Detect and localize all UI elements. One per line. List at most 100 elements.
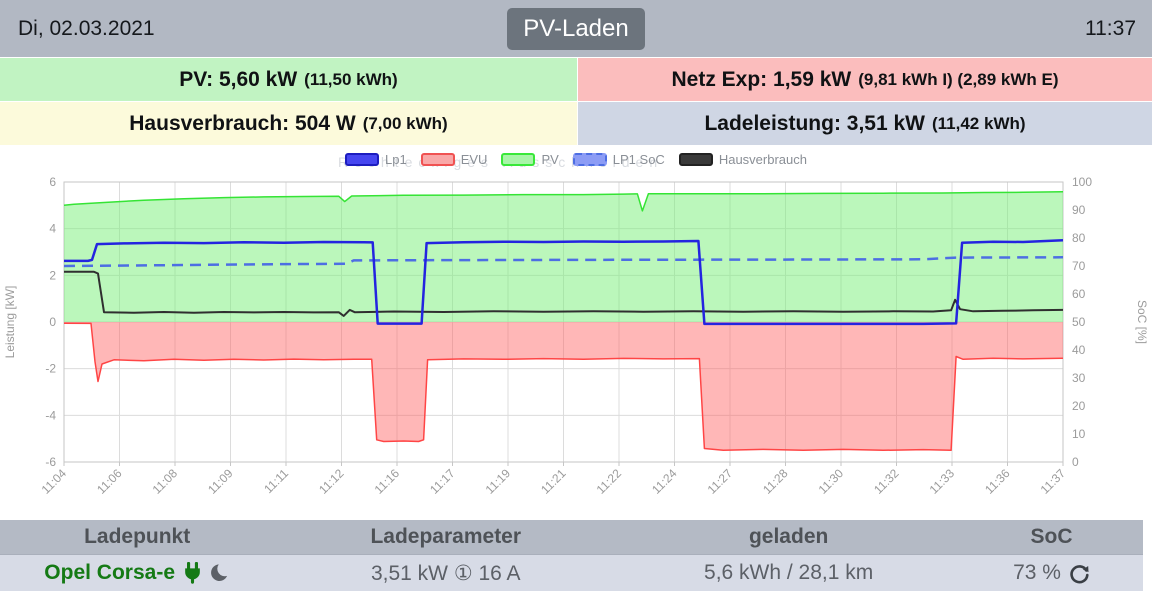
soc-cell: 73 %	[960, 555, 1143, 591]
legend-item-lp1: Lp1	[345, 152, 407, 167]
charge-parameters-value: 3,51 kW ① 16 A	[370, 561, 521, 585]
x-tick-label: 11:28	[760, 466, 791, 497]
table-header-row: Ladepunkt Ladeparameter geladen SoC	[0, 520, 1143, 554]
y-left-tick-label: 6	[49, 175, 56, 189]
x-tick-label: 11:06	[94, 466, 125, 497]
y-right-tick-label: 30	[1072, 371, 1086, 385]
charge-parameters-cell: 3,51 kW ① 16 A	[274, 555, 617, 591]
y-left-tick-label: -4	[45, 408, 56, 422]
legend-swatch	[420, 153, 455, 166]
series-line-LP1 SoC	[63, 256, 1064, 268]
header-ladepunkt: Ladepunkt	[84, 525, 191, 548]
x-tick-label: 11:19	[483, 466, 514, 497]
refresh-soc-icon[interactable]	[1069, 563, 1090, 584]
x-tick-label: 11:04	[39, 466, 70, 497]
vehicle-name: Opel Corsa-e	[44, 561, 176, 584]
legend-item-pv: PV	[501, 152, 559, 167]
current-time: 11:37	[1085, 16, 1136, 40]
series-line-Hausverbrauch	[64, 270, 1064, 317]
pv-power-value: PV: 5,60 kW	[179, 67, 298, 91]
x-tick-label: 11:12	[316, 466, 347, 497]
series-line-EVU	[63, 322, 1064, 452]
series-area-EVU	[64, 322, 1063, 451]
legend-label: LP1 SoC	[612, 152, 665, 167]
y-left-tick-label: -2	[45, 362, 56, 376]
y-right-tick-label: 40	[1072, 343, 1086, 357]
x-tick-label: 11:08	[150, 466, 181, 497]
legend-swatch	[345, 153, 379, 166]
charged-energy-value: 5,6 kWh / 28,1 km	[704, 561, 874, 584]
grid-power-box: Netz Exp: 1,59 kW (9,81 kWh I) (2,89 kWh…	[578, 58, 1152, 101]
x-tick-label: 11:33	[927, 466, 958, 497]
charge-power-value: Ladeleistung: 3,51 kW	[704, 111, 925, 135]
chargepoint-table: Ladepunkt Ladeparameter geladen SoC Opel…	[0, 520, 1143, 591]
x-tick-label: 11:24	[649, 466, 680, 497]
pv-power-box: PV: 5,60 kW (11,50 kWh)	[0, 58, 577, 101]
legend-swatch	[572, 153, 607, 166]
legend-label: Lp1	[385, 152, 407, 167]
y-left-axis-label: Leistung [kW]	[3, 286, 17, 359]
plug-icon	[183, 562, 202, 584]
info-row-2: Hausverbrauch: 504 W (7,00 kWh) Ladeleis…	[0, 102, 1152, 145]
x-tick-label: 11:27	[705, 466, 736, 497]
x-tick-label: 11:17	[427, 466, 458, 497]
x-tick-label: 11:22	[594, 466, 625, 497]
y-left-tick-label: 4	[49, 222, 56, 236]
soc-value: 73 %	[1013, 561, 1061, 584]
legend-item-hausverbrauch: Hausverbrauch	[678, 152, 807, 167]
info-row-1: PV: 5,60 kW (11,50 kWh) Netz Exp: 1,59 k…	[0, 58, 1152, 101]
legend-label: EVU	[460, 152, 488, 167]
header-geladen: geladen	[748, 525, 829, 548]
series-line-PV	[63, 191, 1064, 212]
house-power-value: Hausverbrauch: 504 W	[129, 111, 356, 135]
y-right-tick-label: 60	[1072, 287, 1086, 301]
charged-energy-cell: 5,6 kWh / 28,1 km	[617, 555, 960, 591]
top-bar: Di, 02.03.2021 PV-Laden 11:37	[0, 0, 1152, 57]
power-chart: 11:04 11:06 11:08 11:09 11:11 11:12 11:16 11:17…	[3, 175, 1149, 497]
x-tick-label: 11:11	[261, 466, 291, 496]
y-right-tick-label: 0	[1072, 455, 1079, 469]
current-date: Di, 02.03.2021	[18, 16, 155, 40]
y-right-tick-label: 20	[1072, 399, 1086, 413]
series-line-Lp1	[64, 239, 1064, 326]
y-left-tick-label: -6	[45, 455, 56, 469]
y-right-axis-label: SoC [%]	[1135, 300, 1149, 344]
y-right-tick-label: 10	[1072, 427, 1086, 441]
y-left-tick-label: 2	[49, 268, 56, 282]
grid-energy-value: (9,81 kWh I) (2,89 kWh E)	[858, 69, 1059, 89]
y-right-tick-label: 70	[1072, 259, 1086, 273]
x-tick-label: 11:21	[538, 466, 569, 497]
y-right-tick-label: 80	[1072, 231, 1086, 245]
legend-item-evu: EVU	[420, 152, 488, 167]
house-consumption-box: Hausverbrauch: 504 W (7,00 kWh)	[0, 102, 577, 145]
grid-power-value: Netz Exp: 1,59 kW	[671, 67, 852, 91]
header-soc: SoC	[1030, 525, 1073, 548]
x-tick-label: 11:30	[816, 466, 847, 497]
charge-energy-value: (11,42 kWh)	[932, 113, 1026, 133]
house-energy-value: (7,00 kWh)	[362, 113, 448, 133]
x-tick-label: 11:32	[871, 466, 902, 497]
x-tick-label: 11:09	[205, 466, 236, 497]
legend-swatch	[678, 153, 713, 166]
legend-item-lp1-soc: LP1 SoC	[572, 152, 665, 167]
x-tick-label: 11:16	[372, 466, 403, 497]
pv-energy-value: (11,50 kWh)	[304, 69, 398, 89]
x-tick-label: 11:36	[982, 466, 1013, 497]
chart-legend: Lp1 EVU PV LP1 SoC Hausverbrauch	[0, 152, 1152, 167]
table-row: Opel Corsa-e 3,51 kW ① 16 A 5,6	[0, 554, 1143, 591]
charge-mode-button[interactable]: PV-Laden	[507, 7, 645, 50]
y-right-tick-label: 90	[1072, 203, 1086, 217]
y-left-tick-label: 0	[49, 315, 56, 329]
legend-swatch	[501, 153, 536, 166]
y-right-tick-label: 50	[1072, 315, 1086, 329]
night-charging-moon-icon	[210, 562, 230, 584]
header-ladeparameter: Ladeparameter	[370, 525, 522, 548]
charge-power-box: Ladeleistung: 3,51 kW (11,42 kWh)	[578, 102, 1152, 145]
x-tick-label: 11:37	[1038, 466, 1069, 497]
legend-label: PV	[541, 152, 559, 167]
series-area-PV	[64, 191, 1063, 322]
legend-label: Hausverbrauch	[718, 152, 807, 167]
y-right-tick-label: 100	[1072, 175, 1092, 189]
vehicle-cell: Opel Corsa-e	[0, 555, 274, 591]
